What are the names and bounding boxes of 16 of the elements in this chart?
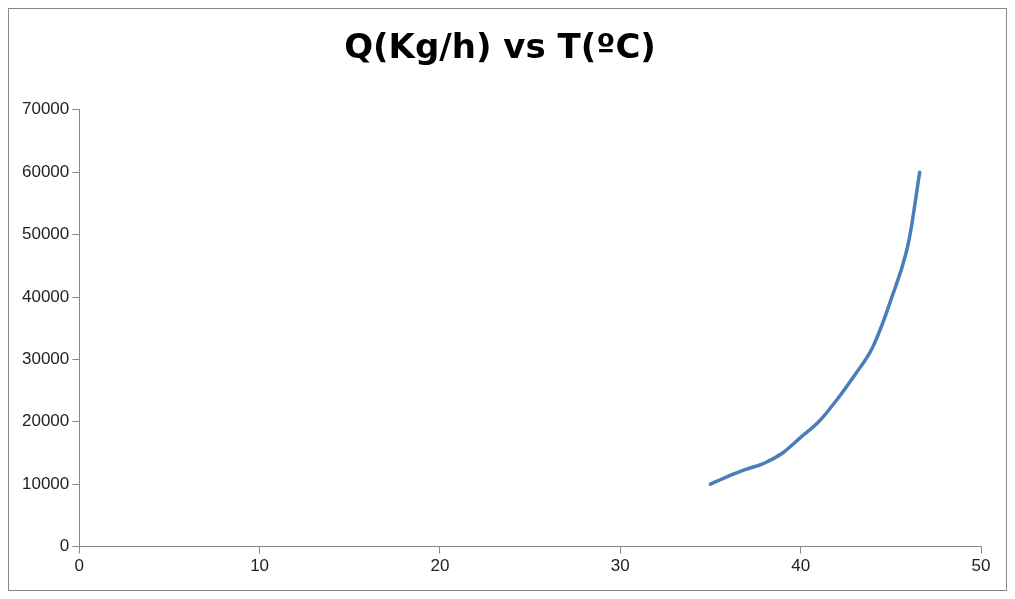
y-tick-label: 10000	[21, 473, 70, 493]
x-tick-label: 20	[430, 556, 450, 576]
y-tick-label: 60000	[21, 161, 70, 181]
y-tick-label: 70000	[21, 99, 70, 119]
y-tick-label: 0	[59, 536, 70, 556]
y-tick-label: 30000	[21, 349, 70, 369]
line-series	[708, 170, 922, 486]
x-tick-label: 10	[250, 556, 270, 576]
y-tick-label: 50000	[21, 224, 70, 244]
y-tick-label: 20000	[21, 411, 70, 431]
x-tick-label: 40	[791, 556, 811, 576]
y-tick-label: 40000	[21, 286, 70, 306]
x-tick-label: 30	[610, 556, 630, 576]
x-tick-label: 50	[971, 556, 991, 576]
x-tick-label: 0	[74, 556, 85, 576]
chart-title: Q(Kg/h) vs T(ºC)	[344, 26, 656, 67]
